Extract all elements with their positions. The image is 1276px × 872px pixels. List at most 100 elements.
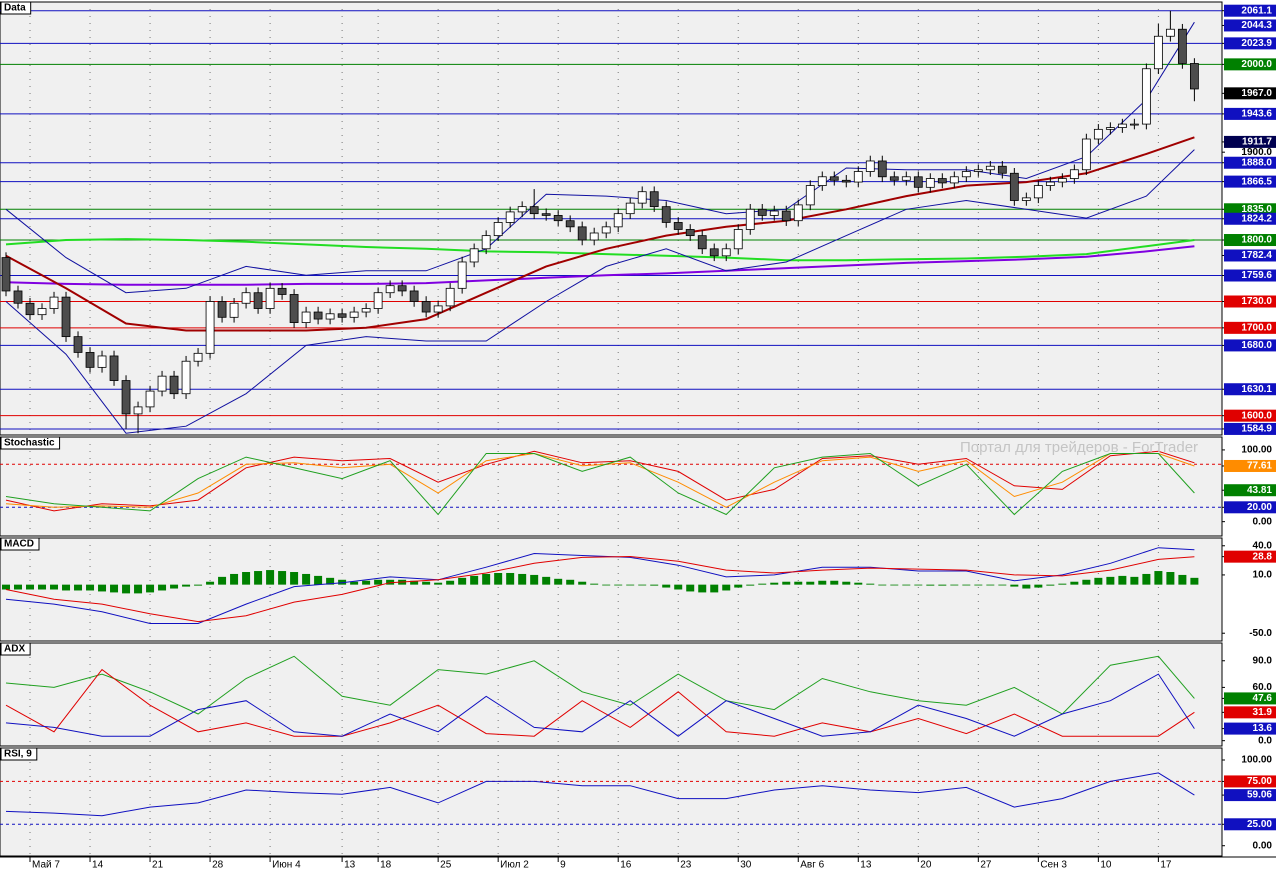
x-tick-label: 16 (620, 860, 632, 871)
x-tick-label: Сен 3 (1040, 860, 1067, 871)
panel-background (0, 747, 1223, 857)
histogram-bar (350, 581, 359, 585)
y-tick-label-box (1224, 321, 1276, 334)
y-tick-label: 1943.6 (1241, 109, 1272, 120)
series-line (5, 673, 1195, 737)
watermark: Портал для трейдеров - ForTrader (960, 439, 1198, 456)
histogram-bar (218, 576, 227, 585)
candle-body (181, 360, 191, 395)
candle-body (421, 301, 431, 313)
histogram-bar (1034, 584, 1043, 588)
histogram-bar (1154, 571, 1163, 585)
panel-title: Stochastic (4, 438, 55, 449)
y-tick-label-box (1224, 87, 1276, 100)
y-tick-label: 2044.3 (1241, 20, 1272, 31)
series-line (5, 238, 1195, 262)
y-tick-label: 1700.0 (1241, 322, 1272, 333)
candle-body (505, 211, 515, 223)
candle-body (325, 313, 335, 320)
y-tick-label: 1900.0 (1241, 147, 1272, 158)
histogram-bar (2, 584, 11, 590)
y-tick-label-box (1224, 4, 1276, 17)
panel-title: ADX (4, 644, 25, 655)
histogram-bar (1094, 577, 1103, 585)
histogram-bar (830, 580, 839, 585)
histogram-bar (542, 576, 551, 585)
histogram-bar (14, 584, 23, 590)
candle-body (1, 257, 11, 292)
y-tick-label: 90.0 (1253, 655, 1273, 666)
y-tick-label: 1866.5 (1241, 176, 1272, 187)
candle-body (865, 160, 875, 172)
series-line (5, 772, 1195, 817)
panel (0, 748, 1222, 856)
panel-background (0, 642, 1223, 747)
histogram-bar (566, 579, 575, 585)
y-tick-label-box (1224, 58, 1276, 71)
candle-body (613, 213, 623, 228)
y-tick-label: 59.06 (1247, 790, 1272, 801)
y-tick-label: 100.00 (1241, 445, 1272, 456)
candle-body (961, 171, 971, 178)
y-tick-label-box (1224, 234, 1276, 247)
y-tick-label: 2023.9 (1241, 38, 1272, 49)
histogram-bar (974, 584, 983, 586)
candle-body (109, 355, 119, 381)
histogram-bar (1058, 583, 1067, 585)
candle-body (241, 292, 251, 304)
histogram-bar (1142, 573, 1151, 585)
candle-body (169, 375, 179, 395)
histogram-bar (518, 573, 527, 585)
histogram-bar (170, 584, 179, 589)
candle-body (25, 302, 35, 316)
panel (5, 643, 1195, 746)
histogram-bar (722, 584, 731, 591)
candle-body (637, 191, 647, 204)
candle-body (229, 302, 239, 318)
y-tick-label: 1824.2 (1241, 213, 1272, 224)
x-tick-label: 23 (680, 860, 692, 871)
histogram-bar (494, 572, 503, 585)
candle-body (121, 380, 131, 415)
candle-body (1141, 68, 1151, 125)
histogram-bar (50, 584, 59, 590)
candle-body (289, 294, 299, 323)
candle-body (1021, 197, 1031, 201)
histogram-bar (98, 584, 107, 592)
y-tick-label-box (1224, 459, 1276, 472)
histogram-bar (122, 584, 131, 594)
histogram-bar (302, 573, 311, 585)
candle-body (1069, 169, 1079, 179)
histogram-bar (446, 580, 455, 585)
x-tick-label: 25 (440, 860, 452, 871)
panel-title-box (0, 642, 31, 656)
y-tick-label: 40.0 (1253, 540, 1273, 551)
candle-body (493, 222, 503, 237)
histogram-bar (26, 584, 35, 590)
candle-body (589, 232, 599, 241)
histogram-bar (530, 574, 539, 585)
candle-body (877, 160, 887, 178)
y-tick-label: 1888.0 (1241, 157, 1272, 168)
histogram-bar (206, 581, 215, 585)
x-tick-label: 9 (560, 860, 566, 871)
histogram-bar (158, 584, 167, 591)
candle-body (85, 352, 95, 368)
candle-body (805, 185, 815, 206)
panel-title-box (0, 1, 32, 15)
histogram-bar (638, 584, 647, 586)
candle-body (769, 210, 779, 216)
histogram-bar (686, 584, 695, 592)
candle-body (853, 171, 863, 183)
y-tick-label: 2061.1 (1241, 5, 1272, 16)
y-tick-label: 0.00 (1253, 840, 1273, 851)
candle-body (529, 206, 539, 215)
y-tick-label: 1730.0 (1241, 296, 1272, 307)
histogram-bar (38, 584, 47, 590)
histogram-bar (146, 584, 155, 593)
y-tick-label: 1911.7 (1242, 137, 1272, 148)
series-line (5, 555, 1195, 623)
histogram-bar (1046, 584, 1055, 586)
histogram-bar (770, 582, 779, 585)
candle-body (1165, 28, 1175, 37)
